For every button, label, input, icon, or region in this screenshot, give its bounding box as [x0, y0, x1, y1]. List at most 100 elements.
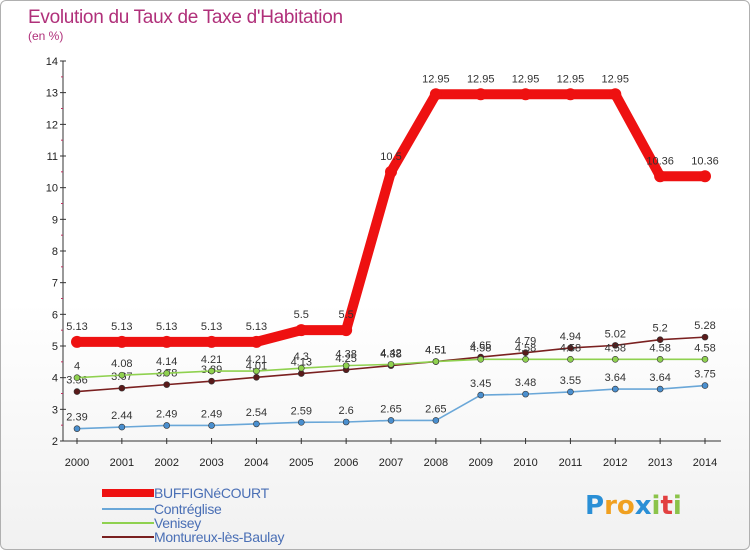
data-label-buffign-court: 12.95 [512, 73, 540, 85]
y-tick-label: 2 [52, 436, 58, 448]
data-point-contr-glise [73, 425, 81, 432]
data-label-contr-glise: 3.48 [515, 377, 536, 389]
data-point-contr-glise [387, 417, 395, 424]
legend-swatch-contreglise [102, 508, 154, 510]
data-label-contr-glise: 2.49 [201, 408, 222, 420]
legend-label-contreglise: Contréglise [154, 501, 222, 517]
data-point-venisey [118, 371, 126, 379]
legend-swatch-venisey [102, 522, 154, 524]
data-point-buffign-court [564, 88, 577, 101]
data-label-contr-glise: 3.55 [560, 375, 581, 387]
logo-letter: i [672, 491, 682, 521]
data-point-contr-glise [522, 390, 529, 398]
data-label-montureux-l-s-baulay: 4.94 [560, 331, 581, 343]
data-label-venisey: 4 [74, 361, 80, 373]
data-label-venisey: 4.21 [246, 354, 267, 366]
data-point-venisey [73, 374, 81, 381]
x-tick-label: 2011 [559, 457, 583, 469]
data-point-buffign-court [698, 170, 711, 183]
data-point-buffign-court [250, 335, 263, 348]
x-tick-label: 2001 [110, 457, 134, 469]
data-label-buffign-court: 5.13 [66, 321, 87, 333]
data-point-venisey [522, 355, 529, 363]
data-label-contr-glise: 3.64 [649, 372, 670, 384]
data-point-montureux-l-s-baulay [567, 344, 574, 352]
data-point-venisey [656, 355, 664, 363]
legend-swatch-buffignecourt [102, 489, 154, 497]
data-point-contr-glise [701, 382, 709, 389]
x-tick-label: 2000 [65, 457, 89, 469]
data-label-buffign-court: 10.36 [646, 155, 674, 167]
data-point-montureux-l-s-baulay [611, 342, 619, 349]
legend-label-venisey: Venisey [154, 515, 201, 531]
data-point-venisey [432, 358, 440, 365]
logo-letter: P [585, 491, 605, 521]
data-point-montureux-l-s-baulay [208, 377, 215, 385]
y-tick-label: 9 [52, 214, 58, 226]
data-label-buffign-court: 5.13 [156, 321, 177, 333]
x-tick-label: 2012 [603, 457, 627, 469]
logo-letter: i [651, 491, 661, 521]
data-label-contr-glise: 2.44 [111, 410, 132, 422]
data-point-montureux-l-s-baulay [118, 384, 126, 392]
data-point-venisey [567, 355, 574, 363]
data-label-contr-glise: 3.75 [694, 369, 715, 381]
data-point-contr-glise [611, 385, 619, 393]
data-label-contr-glise: 2.6 [338, 405, 353, 417]
y-tick-label: 7 [52, 278, 58, 290]
proxiti-logo: Proxiti [585, 491, 682, 521]
data-point-venisey [253, 367, 260, 375]
data-label-buffign-court: 5.13 [246, 321, 267, 333]
data-label-venisey: 4.58 [470, 342, 491, 354]
data-label-venisey: 4.58 [605, 342, 626, 354]
data-label-contr-glise: 2.59 [291, 405, 312, 417]
data-point-montureux-l-s-baulay [253, 374, 260, 381]
data-point-venisey [342, 362, 350, 369]
y-tick-label: 5 [52, 341, 58, 353]
data-point-contr-glise [163, 422, 171, 429]
data-point-buffign-court [71, 335, 83, 348]
x-tick-label: 2002 [154, 457, 178, 469]
data-point-contr-glise [342, 418, 350, 426]
data-label-buffign-court: 5.13 [201, 321, 222, 333]
data-point-venisey [297, 364, 305, 372]
data-label-buffign-court: 12.95 [467, 73, 495, 85]
y-tick-label: 12 [46, 119, 58, 131]
data-label-montureux-l-s-baulay: 4.51 [425, 345, 446, 357]
legend-label-montureux: Montureux-lès-Baulay [154, 529, 285, 545]
data-label-venisey: 4.14 [156, 356, 177, 368]
y-tick-label: 11 [47, 151, 58, 163]
data-point-buffign-court [160, 335, 173, 348]
data-label-contr-glise: 2.39 [66, 412, 87, 424]
data-label-venisey: 4.38 [335, 349, 356, 361]
data-label-montureux-l-s-baulay: 4.38 [380, 349, 401, 361]
data-point-buffign-court [205, 335, 218, 348]
data-point-venisey [208, 367, 215, 375]
data-point-buffign-court [474, 88, 487, 101]
data-point-contr-glise [118, 423, 126, 431]
data-point-contr-glise [477, 391, 485, 399]
data-point-montureux-l-s-baulay [656, 336, 664, 343]
data-point-buffign-court [429, 88, 442, 101]
logo-letter: r [604, 491, 617, 521]
chart-subtitle: (en %) [28, 29, 64, 43]
logo-letter: x [634, 491, 652, 521]
data-point-montureux-l-s-baulay [73, 388, 81, 395]
data-label-contr-glise: 2.54 [246, 407, 267, 419]
data-label-montureux-l-s-baulay: 5.02 [605, 328, 626, 340]
x-tick-label: 2009 [468, 457, 492, 469]
data-label-venisey: 4.08 [111, 358, 132, 370]
data-label-buffign-court: 12.95 [602, 73, 630, 85]
data-point-contr-glise [297, 419, 305, 426]
legend-swatch-montureux [102, 536, 154, 538]
y-tick-label: 4 [52, 373, 58, 385]
data-label-venisey: 4.51 [425, 345, 446, 357]
data-label-buffign-court: 12.95 [557, 73, 585, 85]
data-label-montureux-l-s-baulay: 5.2 [652, 323, 667, 335]
x-tick-label: 2014 [693, 457, 717, 469]
data-point-buffign-court [295, 324, 308, 337]
data-point-venisey [387, 361, 395, 368]
data-label-montureux-l-s-baulay: 4.79 [515, 336, 536, 348]
data-point-contr-glise [432, 417, 440, 424]
